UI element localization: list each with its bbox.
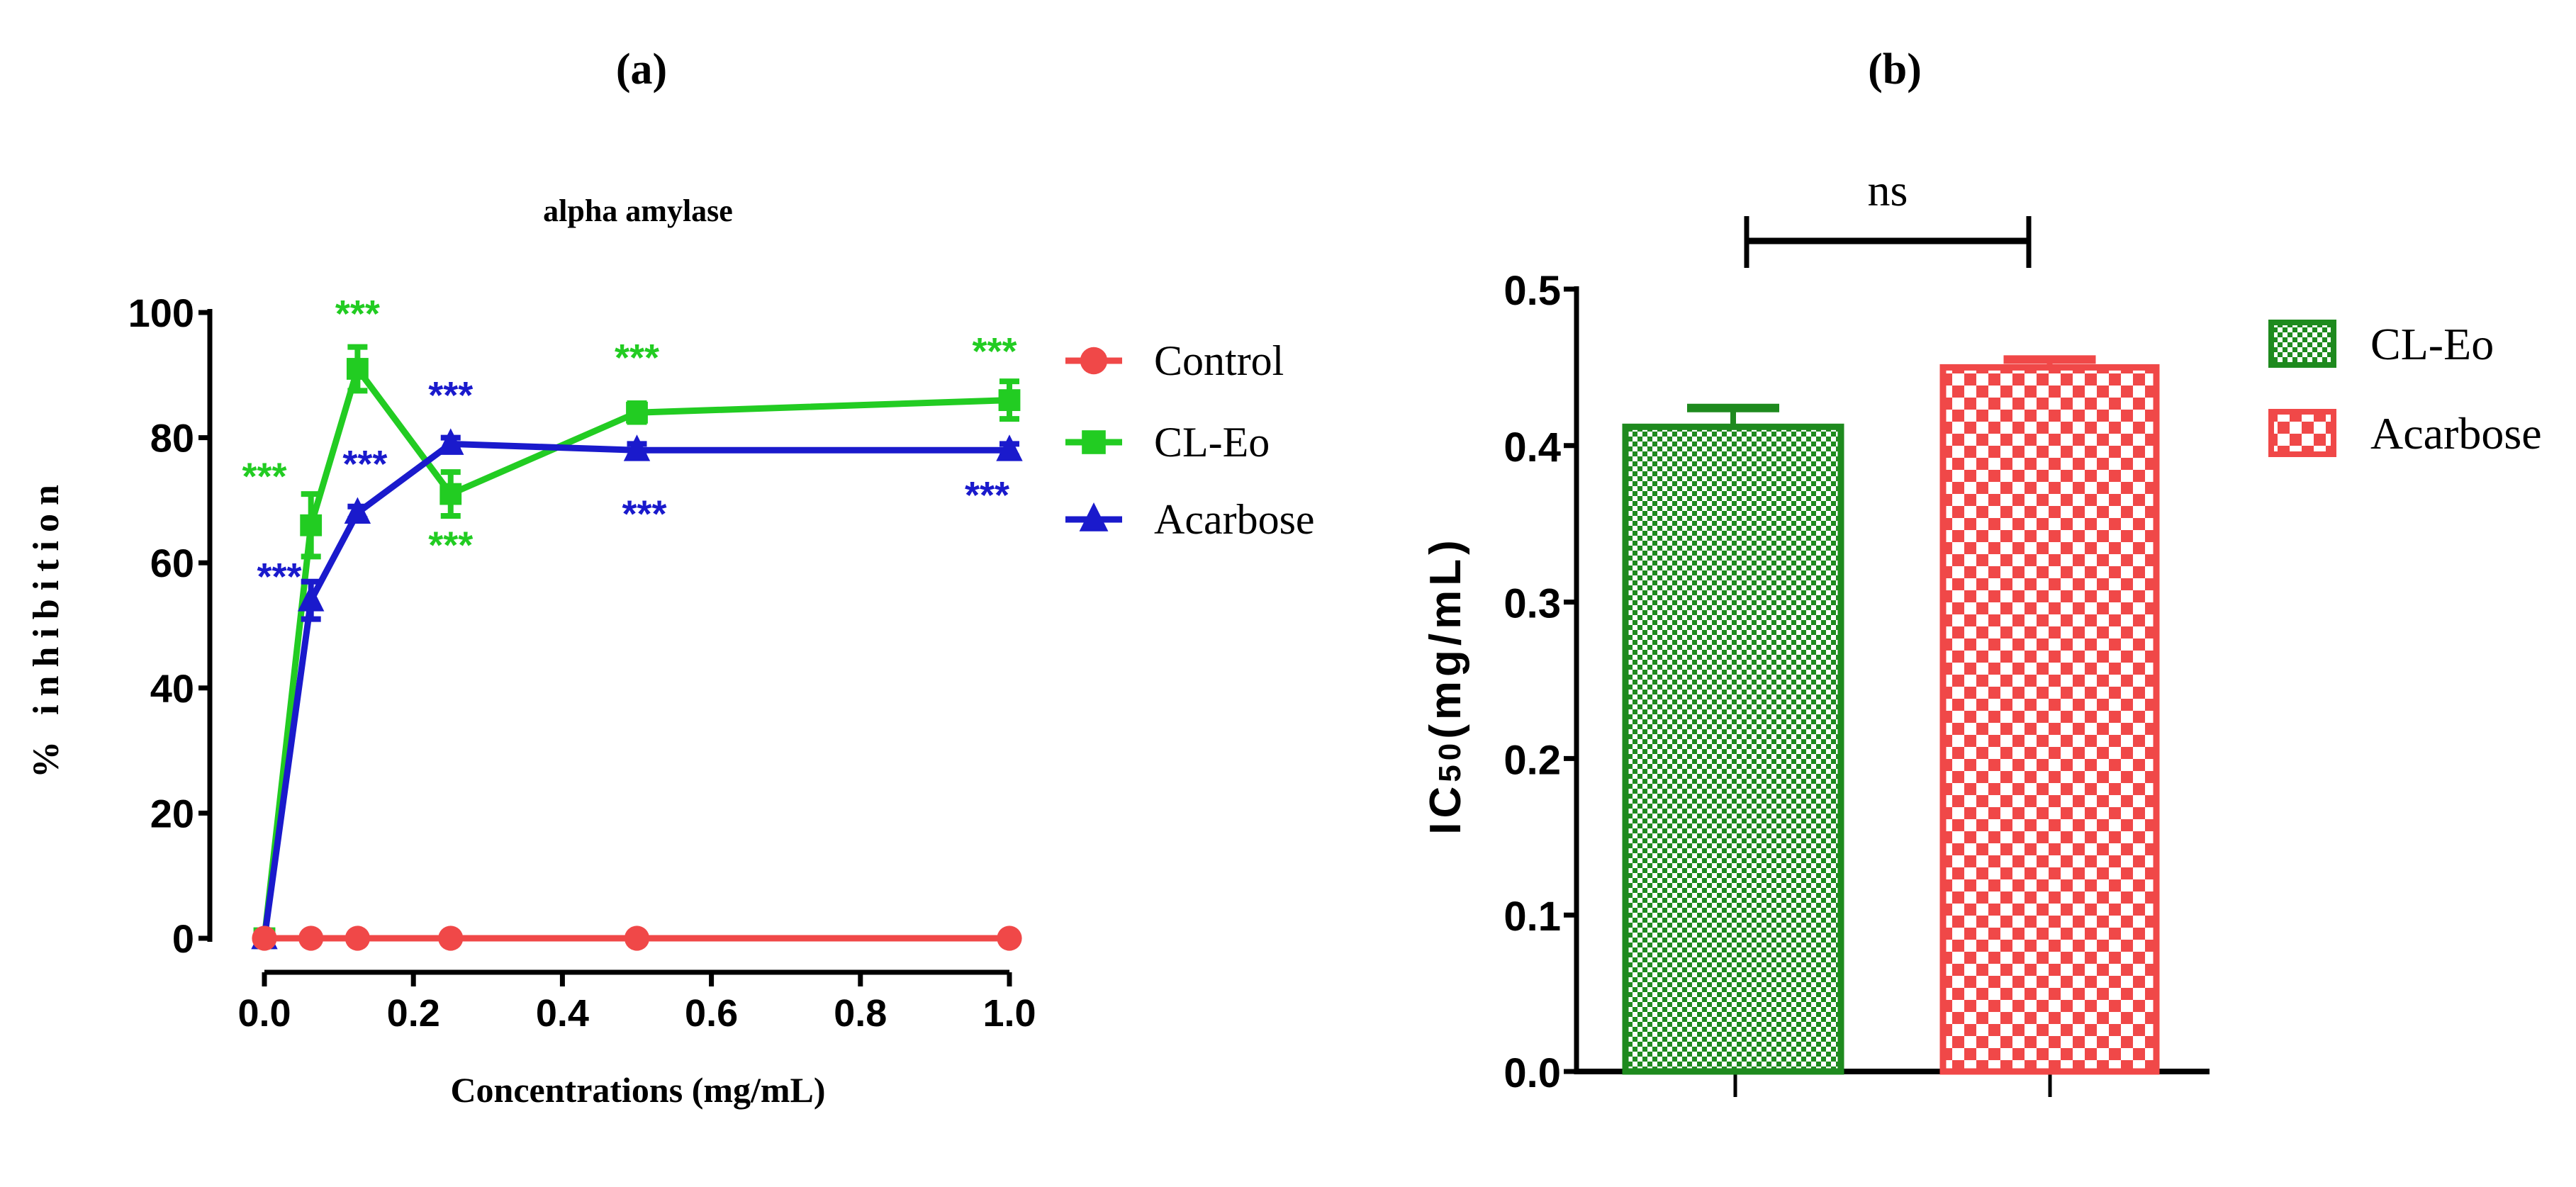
series-line [261, 361, 1010, 939]
significance-bracket: ns [1744, 165, 2032, 268]
legend-swatch [2268, 409, 2336, 457]
y-tick-label: 0.1 [1503, 894, 1561, 940]
panel-b: (b) IC50(mg/mL) 0.0 0.1 0.2 0.3 0.4 0.5 ns CL… [1421, 45, 2542, 1097]
significance-stars: *** [622, 493, 666, 536]
legend-label: Control [1154, 337, 1284, 384]
data-point [623, 434, 651, 461]
bar [1939, 364, 2160, 1075]
legend-label: Acarbose [2370, 408, 2542, 459]
x-tick-label: 0.2 [387, 992, 440, 1035]
x-tick-label: 0.4 [536, 992, 589, 1035]
x-tick-label: 0.8 [834, 992, 887, 1035]
legend-label: CL-Eo [1154, 419, 1270, 466]
data-point [997, 926, 1022, 951]
significance-label: ns [1868, 165, 1908, 215]
data-point [345, 926, 370, 951]
data-point [626, 401, 648, 424]
series-line [261, 440, 1009, 939]
significance-stars: *** [972, 330, 1017, 373]
legend-marker [1082, 430, 1106, 454]
significance-stars: *** [335, 293, 380, 335]
data-point [344, 497, 371, 524]
x-axis-label: Concentrations (mg/mL) [450, 1070, 825, 1110]
x-tick-label: 0.0 [237, 992, 291, 1035]
significance-stars: *** [242, 456, 286, 498]
bar-cl-eo [1622, 403, 1844, 1075]
y-tick-label: 0.4 [1503, 424, 1561, 471]
significance-stars: *** [615, 337, 659, 379]
bar [1622, 423, 1844, 1075]
significance-stars: *** [428, 374, 473, 417]
legend-item-acarbose: Acarbose [1065, 496, 1315, 543]
legend-marker [1079, 502, 1109, 531]
legend-item-cl-eo: CL-Eo [1065, 419, 1270, 466]
data-point [297, 585, 325, 612]
data-point [438, 926, 464, 951]
chart-title: alpha amylase [543, 193, 733, 228]
legend-item-control: Control [1065, 337, 1284, 384]
panel-a: (a) alpha amylase Concentrations (mg/mL)… [26, 45, 1315, 1110]
data-point [298, 926, 324, 951]
significance-stars: *** [965, 474, 1009, 517]
legend-item-cl-eo: CL-Eo [2268, 319, 2494, 369]
y-tick-label: 0.0 [1503, 1050, 1561, 1096]
bar-acarbose [1939, 355, 2160, 1075]
significance-stars: *** [257, 556, 301, 598]
panel-b-label: (b) [1868, 45, 1922, 94]
data-point [439, 483, 462, 505]
y-tick-label: 60 [150, 541, 194, 585]
data-point [996, 434, 1023, 461]
legend-item-acarbose: Acarbose [2268, 408, 2542, 459]
y-tick-label: 20 [150, 791, 194, 836]
legend-swatch [2268, 320, 2336, 368]
data-point [300, 514, 323, 536]
significance-stars: *** [428, 524, 473, 567]
data-point [346, 358, 369, 380]
legend-marker [1080, 347, 1108, 375]
y-tick-label: 100 [128, 291, 194, 335]
data-point [252, 926, 277, 951]
y-tick-label: 40 [150, 666, 194, 711]
x-tick-label: 1.0 [982, 992, 1036, 1035]
series-control [252, 926, 1022, 951]
series-cl-eo [253, 344, 1021, 950]
y-tick-label: 0.2 [1503, 737, 1561, 783]
x-tick-label: 0.6 [685, 992, 738, 1035]
data-point [437, 428, 464, 455]
y-axis-label: % inhibition [26, 476, 67, 778]
y-tick-label: 0.3 [1503, 581, 1561, 627]
data-point [624, 926, 650, 951]
y-axis-label-b: IC50(mg/mL) [1421, 536, 1470, 834]
panel-a-label: (a) [616, 45, 667, 94]
y-tick-label: 0.5 [1503, 268, 1561, 314]
legend-label: CL-Eo [2370, 319, 2494, 369]
legend-label: Acarbose [1154, 496, 1315, 543]
y-tick-label: 80 [150, 416, 194, 461]
y-tick-label: 0 [172, 916, 194, 961]
data-point [998, 389, 1021, 412]
significance-stars: *** [342, 443, 387, 485]
